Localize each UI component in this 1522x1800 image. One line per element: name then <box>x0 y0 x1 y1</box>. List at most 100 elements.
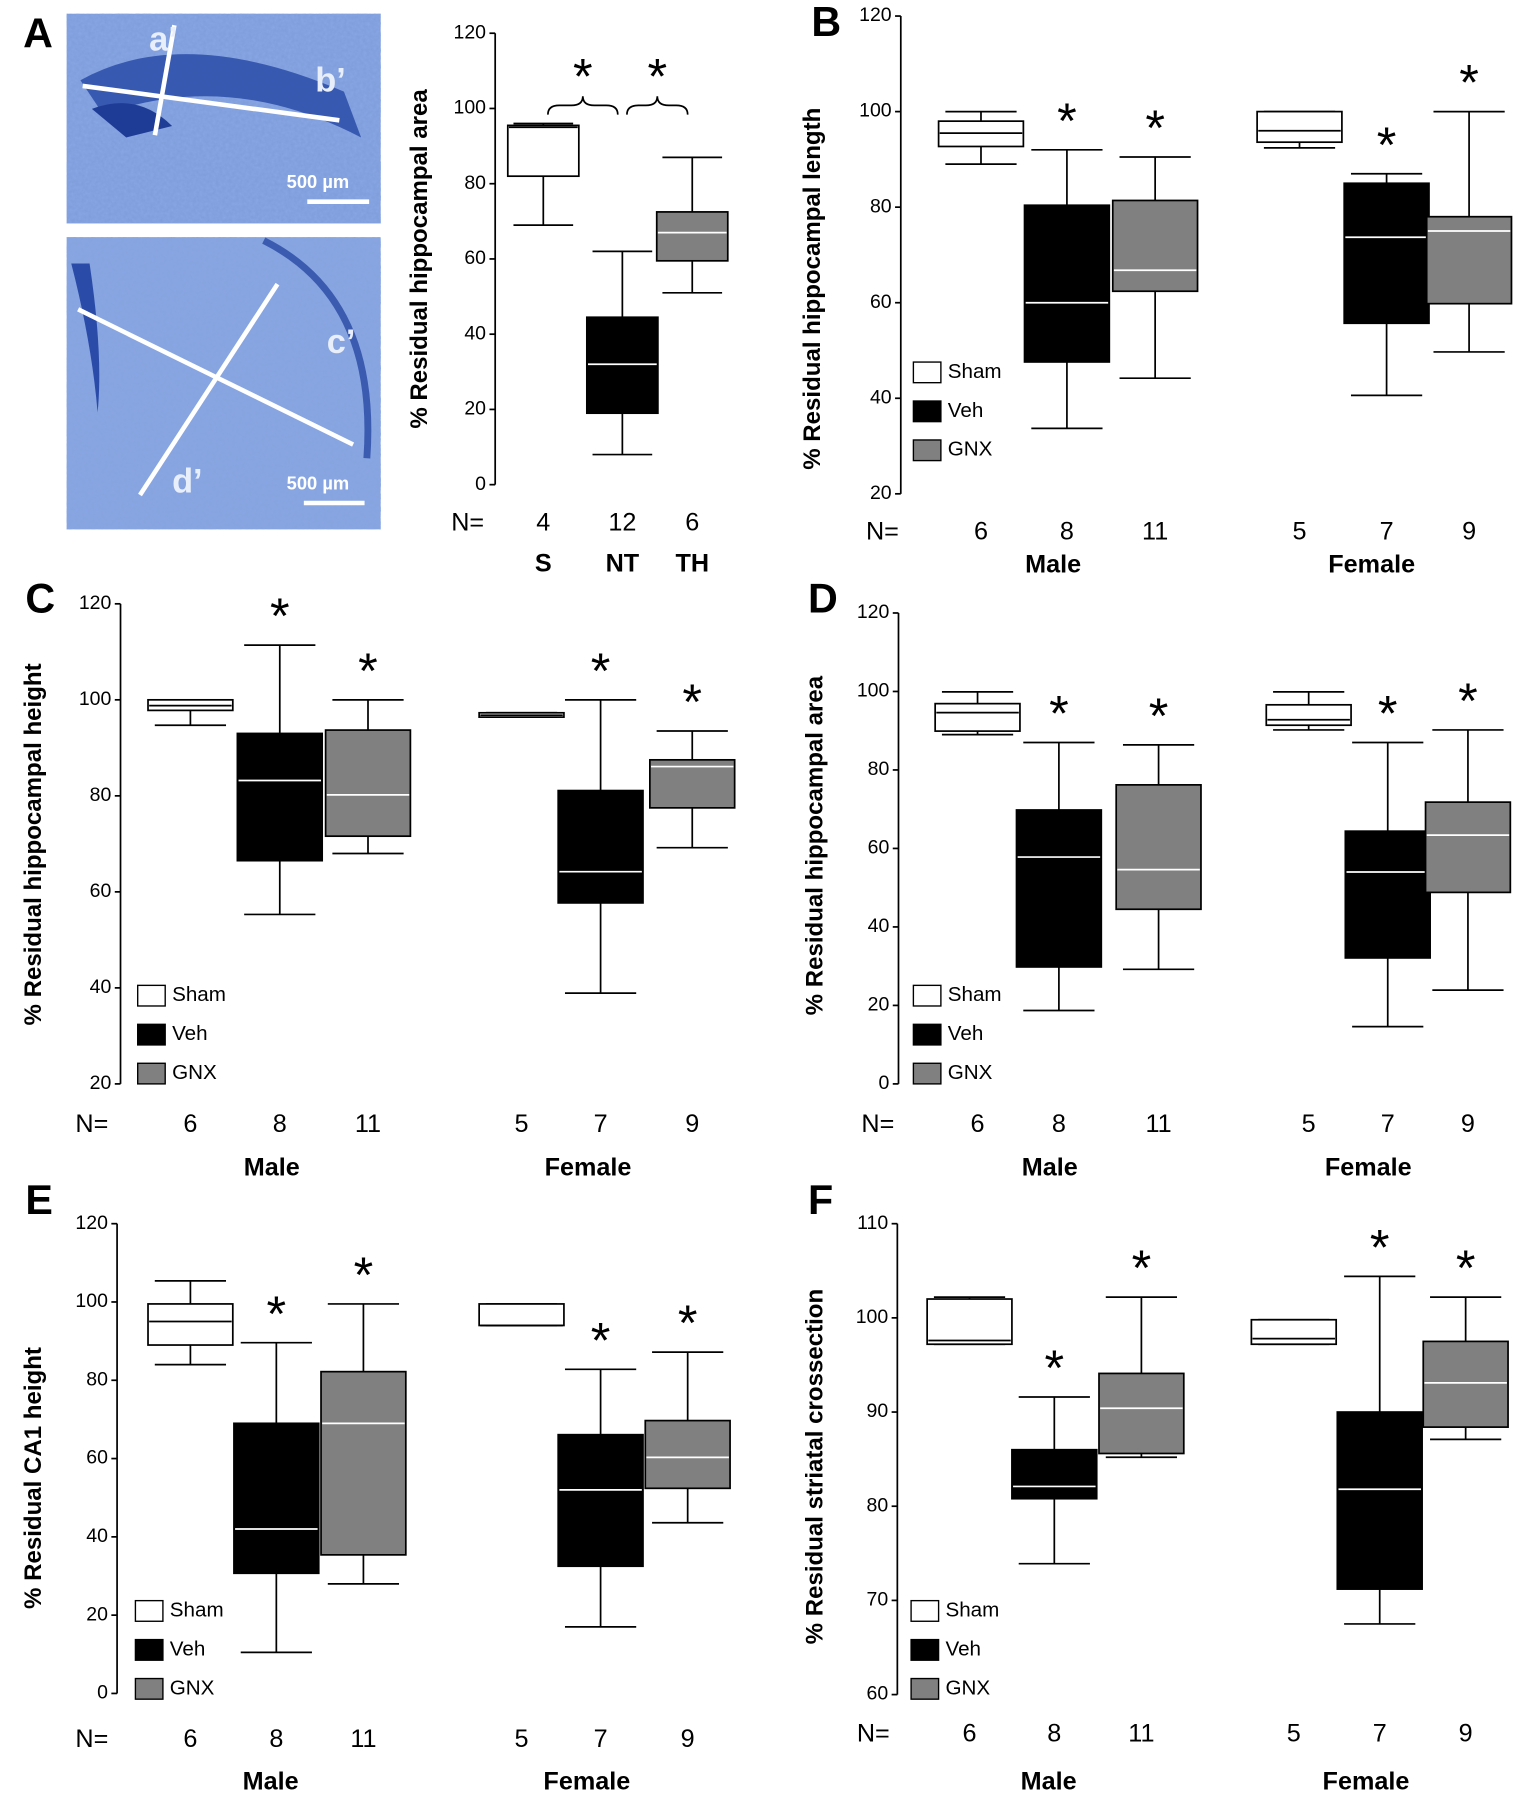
n-value: 6 <box>685 508 699 536</box>
box <box>324 729 412 838</box>
legend-label: Sham <box>945 1598 999 1621</box>
micrograph-label: a’ <box>149 20 178 58</box>
panel-letter: B <box>811 0 841 45</box>
box <box>1015 809 1103 968</box>
y-tick-label: 90 <box>867 1400 889 1422</box>
chart-panel: A 0 20 40 60 80 100 120 % Residual hippocampal a… <box>23 11 729 578</box>
group-label: Female <box>545 1153 632 1181</box>
group-label: Female <box>543 1767 630 1795</box>
n-value: 5 <box>1293 517 1307 545</box>
significance-star: * <box>1045 1339 1065 1396</box>
y-tick-label: 100 <box>856 1306 889 1328</box>
significance-star: * <box>591 642 611 699</box>
box <box>926 1298 1013 1346</box>
significance-star: * <box>678 1294 698 1351</box>
legend-label: GNX <box>948 438 993 461</box>
box <box>1422 1340 1509 1428</box>
chart-panel: F 60 70 80 90 100 110 % Residual striatal cross… <box>801 1177 1509 1795</box>
comparison-brace <box>547 96 619 115</box>
significance-star: * <box>358 642 378 699</box>
y-tick-label: 120 <box>857 601 890 623</box>
legend-swatch <box>137 1023 166 1046</box>
y-tick-label: 80 <box>90 784 112 806</box>
box <box>1115 784 1202 911</box>
chart-panel: E 0 20 40 60 80 100 120 % Residual CA1 height N= 6… <box>20 1177 731 1795</box>
legend-label: GNX <box>948 1061 993 1084</box>
box <box>655 211 729 262</box>
n-value: 8 <box>1060 517 1074 545</box>
y-tick-label: 40 <box>86 1525 108 1547</box>
legend-swatch <box>912 1062 942 1085</box>
y-tick-label: 20 <box>868 994 890 1016</box>
chart-panel: B 20 40 60 80 100 120 % Residual hippocampal le… <box>799 0 1513 579</box>
y-axis-label: % Residual hippocampal height <box>20 663 47 1025</box>
box <box>1011 1448 1098 1500</box>
y-tick-label: 20 <box>86 1603 108 1625</box>
y-tick-label: 120 <box>454 21 487 43</box>
y-tick-label: 20 <box>90 1072 112 1094</box>
n-value: 9 <box>1459 1719 1473 1747</box>
y-tick-label: 100 <box>857 680 890 702</box>
micrograph-label: d’ <box>172 463 203 501</box>
n-value: 11 <box>1128 1719 1154 1747</box>
y-tick-label: 60 <box>464 247 486 269</box>
box <box>233 1422 320 1575</box>
significance-star: * <box>1458 672 1478 729</box>
significance-star: * <box>1057 92 1077 149</box>
legend-swatch <box>912 439 942 462</box>
scale-bar-label: 500 µm <box>287 473 350 494</box>
n-value: 11 <box>350 1725 376 1753</box>
n-value: 7 <box>594 1110 608 1138</box>
legend-swatch <box>134 1599 164 1622</box>
legend-swatch <box>912 400 942 423</box>
n-value: 8 <box>269 1725 283 1753</box>
box <box>649 758 736 809</box>
n-label: N= <box>75 1110 108 1138</box>
n-value: 11 <box>1142 517 1168 545</box>
n-value: 9 <box>1461 1110 1475 1138</box>
significance-star: * <box>1145 99 1165 156</box>
y-axis-label: % Residual CA1 height <box>20 1347 47 1609</box>
box <box>147 1303 234 1346</box>
y-tick-label: 100 <box>79 688 112 710</box>
significance-star: * <box>573 48 593 105</box>
legend-label: Veh <box>945 1637 981 1660</box>
category-label: TH <box>675 550 709 578</box>
scale-bar-label: 500 µm <box>287 171 350 192</box>
n-value: 7 <box>1381 1110 1395 1138</box>
y-axis-label: % Residual hippocampal length <box>799 108 826 470</box>
panel-letter: E <box>25 1177 53 1223</box>
n-label: N= <box>857 1719 890 1747</box>
y-tick-label: 0 <box>475 473 486 495</box>
legend-label: Veh <box>948 1022 984 1045</box>
significance-star: * <box>1132 1239 1152 1296</box>
box <box>506 124 580 178</box>
n-value: 6 <box>971 1110 985 1138</box>
significance-star: * <box>1149 687 1169 744</box>
box <box>1250 1318 1338 1346</box>
n-value: 8 <box>1052 1110 1066 1138</box>
n-label: N= <box>451 508 484 536</box>
n-value: 7 <box>1380 517 1394 545</box>
box <box>1098 1372 1185 1455</box>
y-tick-label: 100 <box>454 97 487 119</box>
n-value: 9 <box>685 1110 699 1138</box>
group-label: Male <box>1025 551 1081 579</box>
group-label: Female <box>1325 1153 1412 1181</box>
legend-swatch <box>137 1062 166 1085</box>
y-axis-label: % Residual hippocampal area <box>801 675 828 1015</box>
n-value: 9 <box>681 1725 695 1753</box>
n-value: 5 <box>1302 1110 1316 1138</box>
y-tick-label: 40 <box>464 322 486 344</box>
y-tick-label: 40 <box>870 386 892 408</box>
group-label: Male <box>1022 1153 1078 1181</box>
category-label: NT <box>606 550 640 578</box>
legend-swatch <box>912 984 942 1007</box>
legend-label: GNX <box>172 1061 217 1084</box>
box <box>1111 199 1199 293</box>
n-value: 4 <box>536 508 550 536</box>
legend-label: Veh <box>170 1637 206 1660</box>
n-value: 6 <box>974 517 988 545</box>
legend-swatch <box>134 1677 164 1700</box>
micrograph-label: b’ <box>315 62 346 100</box>
